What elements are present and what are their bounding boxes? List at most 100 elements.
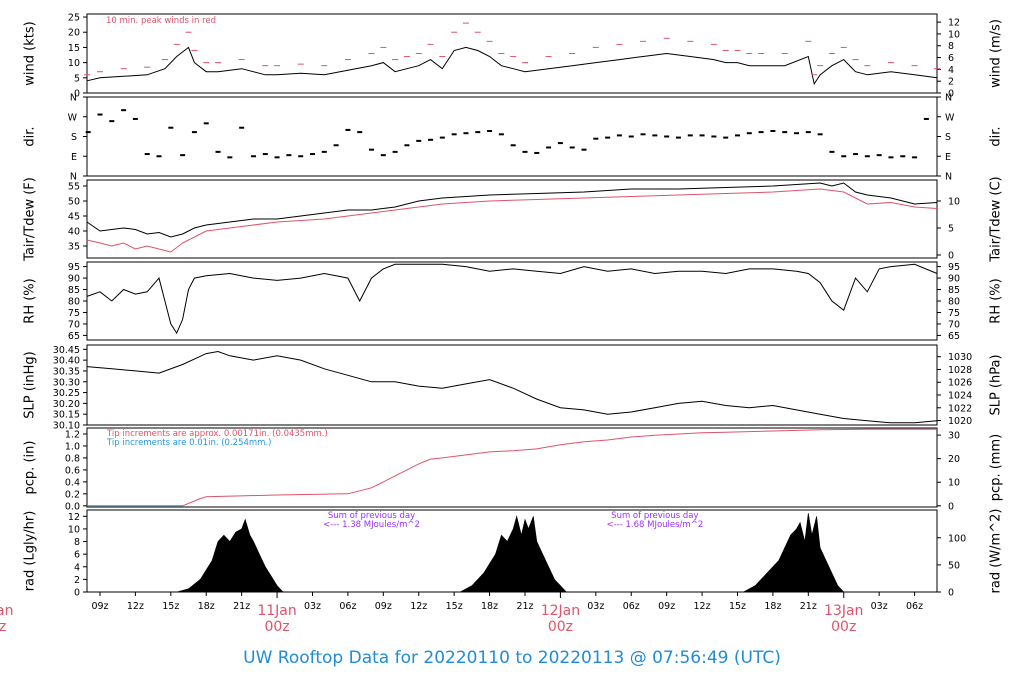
slp-series-SLP xyxy=(86,350,938,424)
x-tick-label: 12z xyxy=(410,601,427,612)
dir-left-tick-label: N xyxy=(70,93,77,104)
rh-series-RH xyxy=(86,263,938,335)
panel-slp: 30.1030.1530.2030.2530.3030.3530.4030.45… xyxy=(23,344,1004,432)
rh-left-tick-label: 95 xyxy=(68,262,80,273)
dir-point xyxy=(463,132,469,135)
slp-ylabel-left: SLP (inHg) xyxy=(23,351,38,419)
dir-point xyxy=(345,128,351,131)
temp-left-tick-label: 50 xyxy=(68,197,80,208)
rad-annotation: <--- 1.38 MJoules/m^2 xyxy=(323,520,420,530)
temp-right-tick-label: 5 xyxy=(948,224,954,235)
dir-left-tick-label: N xyxy=(70,172,77,183)
slp-left-tick-label: 30.35 xyxy=(53,366,80,377)
rad-area xyxy=(176,513,845,593)
wind-left-tick-label: 20 xyxy=(68,28,80,39)
dir-right-tick-label: N xyxy=(945,93,952,104)
rh-ylabel-right: RH (%) xyxy=(989,278,1004,323)
rad-right-tick-label: 100 xyxy=(948,533,966,544)
rh-frame xyxy=(86,261,938,341)
temp-ylabel-right: Tair/Tdew (C) xyxy=(989,176,1004,262)
x-tick-label: 06z xyxy=(623,601,640,612)
pcp-right-tick-label: 0 xyxy=(948,501,954,512)
temp-series-Tair xyxy=(86,182,938,238)
x-tick-label: 15z xyxy=(729,601,746,612)
pcp-note: Tip increments are approx. 0.00171in. (0… xyxy=(106,429,328,439)
x-day-label: 12Jan xyxy=(541,603,580,619)
pcp-left-tick-label: 0.4 xyxy=(65,477,80,488)
dir-point xyxy=(864,155,870,158)
dir-point xyxy=(191,131,197,134)
rh-right-tick-label: 75 xyxy=(948,308,960,319)
x-tick-label: 09z xyxy=(91,601,108,612)
dir-right-tick-label: S xyxy=(945,132,951,143)
dir-point xyxy=(640,133,646,136)
pcp-ylabel-right: pcp. (mm) xyxy=(989,434,1004,501)
dir-point xyxy=(876,154,882,157)
dir-point xyxy=(723,136,729,139)
wind-series-speed xyxy=(86,46,938,86)
dir-point xyxy=(168,126,174,129)
wind-ylabel-left: wind (kts) xyxy=(23,21,38,85)
rad-left-tick-label: 2 xyxy=(74,575,80,586)
slp-left-tick-label: 30.25 xyxy=(53,388,80,399)
dir-point xyxy=(546,146,552,149)
dir-point xyxy=(369,148,375,151)
wind-left-tick-label: 5 xyxy=(74,73,80,84)
x-tick-label: 12z xyxy=(694,601,711,612)
x-tick-label: 09z xyxy=(658,601,675,612)
x-tick-label: 21z xyxy=(233,601,250,612)
dir-point xyxy=(616,134,622,137)
dir-point xyxy=(853,153,859,156)
temp-right-tick-label: 10 xyxy=(948,197,960,208)
rh-left-tick-label: 70 xyxy=(68,319,80,330)
dir-point xyxy=(522,150,528,153)
x-day-hour-label: 00z xyxy=(0,619,6,635)
rad-annotation: <--- 1.68 MJoules/m^2 xyxy=(606,520,703,530)
wind-left-tick-label: 25 xyxy=(68,13,80,24)
rad-ylabel-left: rad (Lgly/hr) xyxy=(23,511,38,592)
slp-ylabel-right: SLP (hPa) xyxy=(989,354,1004,415)
x-tick-label: 18z xyxy=(764,601,781,612)
rad-left-tick-label: 0 xyxy=(74,588,80,599)
rad-right-tick-label: 50 xyxy=(948,560,960,571)
wind-frame xyxy=(86,13,938,94)
dir-point xyxy=(144,153,150,156)
slp-right-tick-label: 1026 xyxy=(948,378,972,389)
panel-pcp: 0.00.20.40.60.81.01.2 0 10 20 30 pcp. (in) pcp… xyxy=(23,427,1004,512)
rad-annotation: Sum of previous day xyxy=(611,511,698,521)
dir-right-tick-label: W xyxy=(945,112,955,123)
rh-right-tick-label: 85 xyxy=(948,285,960,296)
dir-point xyxy=(557,142,563,145)
slp-frame xyxy=(86,344,938,426)
dir-point xyxy=(286,154,292,157)
slp-left-tick-label: 30.30 xyxy=(53,377,80,388)
dir-ylabel-right: dir. xyxy=(989,126,1004,146)
x-tick-label: 06z xyxy=(339,601,356,612)
x-tick-label: 18z xyxy=(481,601,498,612)
pcp-left-tick-label: 0.8 xyxy=(65,453,80,464)
pcp-left-tick-label: 1.2 xyxy=(65,429,80,440)
pcp-ylabel-left: pcp. (in) xyxy=(23,441,38,495)
dir-point xyxy=(794,132,800,135)
dir-point xyxy=(439,136,445,139)
rh-right-tick-label: 65 xyxy=(948,331,960,342)
dir-point xyxy=(770,130,776,133)
dir-point xyxy=(451,133,457,136)
pcp-left-tick-label: 0.0 xyxy=(65,501,80,512)
page-title: UW Rooftop Data for 20220110 to 20220113… xyxy=(243,648,781,668)
dir-point xyxy=(85,131,91,134)
rh-left-tick-label: 80 xyxy=(68,297,80,308)
x-tick-label: 03z xyxy=(871,601,888,612)
dir-point xyxy=(392,150,398,153)
x-tick-label: 03z xyxy=(587,601,604,612)
wind-right-tick-label: 2 xyxy=(948,77,954,88)
time-axis: 09z 12z 15z 18z 21z 03z 06z 09z 12z 15z 18z 21z 03z 0… xyxy=(0,592,923,635)
rh-right-tick-label: 95 xyxy=(948,262,960,273)
pcp-right-tick-label: 20 xyxy=(948,454,960,465)
dir-point xyxy=(475,131,481,134)
